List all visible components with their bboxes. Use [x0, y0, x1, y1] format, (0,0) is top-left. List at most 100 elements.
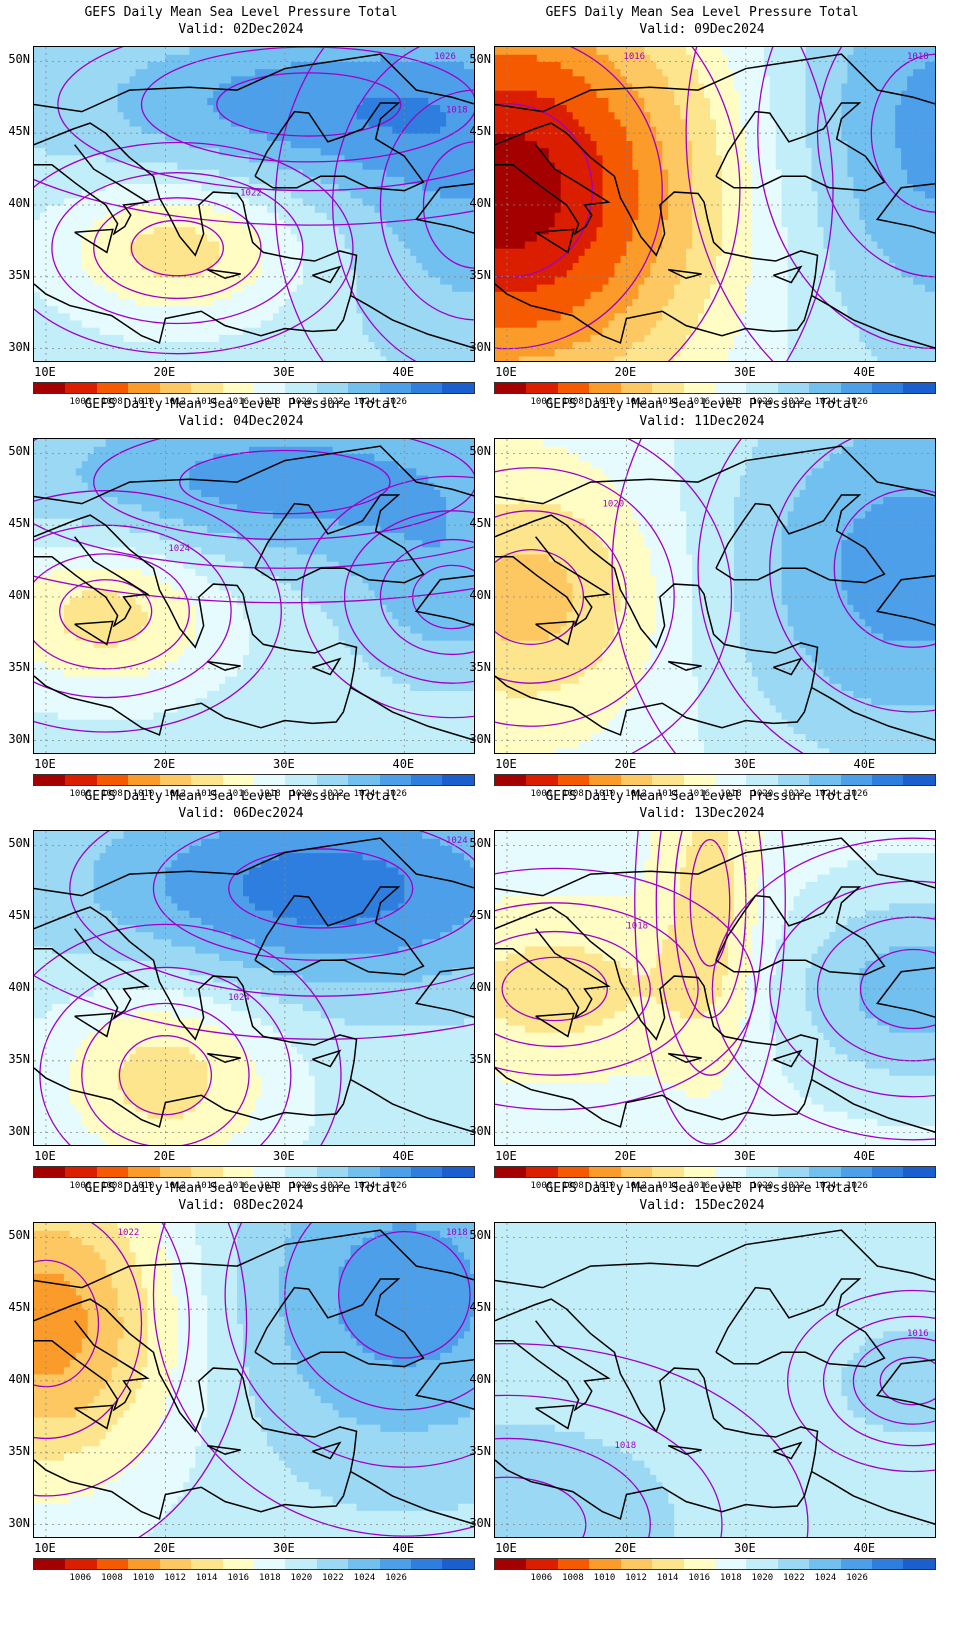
lat-tick-label: 40N — [0, 588, 30, 602]
colorbar-swatch — [589, 1167, 621, 1177]
lon-tick-label: 20E — [605, 1541, 645, 1555]
coastline — [34, 445, 474, 505]
colorbar-label: 1014 — [192, 1181, 222, 1191]
coastline — [350, 294, 474, 349]
lat-tick-label: 40N — [461, 1372, 491, 1386]
colorbar-swatch — [128, 775, 160, 785]
coastline — [74, 620, 114, 646]
colorbar-label: 1026 — [381, 1573, 411, 1583]
colorbar-label: 1010 — [590, 1573, 620, 1583]
colorbar-swatch — [442, 775, 474, 785]
colorbar-swatch — [652, 383, 684, 393]
colorbar-swatch — [809, 1559, 841, 1569]
panel-title: GEFS Daily Mean Sea Level Pressure Total — [461, 1180, 943, 1197]
colorbar-swatch — [526, 1167, 558, 1177]
coastline — [34, 1298, 358, 1520]
colorbar-label: 1018 — [255, 1181, 285, 1191]
colorbar-swatch — [96, 1559, 129, 1569]
isobar — [57, 47, 474, 192]
colorbar-swatch — [316, 383, 349, 393]
colorbar-label: 1014 — [192, 789, 222, 799]
colorbar-swatch — [128, 383, 160, 393]
contour-label: 1018 — [907, 52, 929, 62]
colorbar-swatch — [872, 383, 904, 393]
colorbar-label: 1010 — [590, 789, 620, 799]
colorbar-label: 1018 — [255, 1573, 285, 1583]
colorbar-swatch — [316, 1559, 349, 1569]
colorbar-label: 1018 — [716, 1573, 746, 1583]
valid-date: Valid: 02Dec2024 — [0, 21, 482, 38]
colorbar-label: 1020 — [286, 1181, 316, 1191]
colorbar-label: 1018 — [716, 1181, 746, 1191]
lat-tick-label: 50N — [0, 1228, 30, 1242]
coastline — [312, 1441, 342, 1460]
colorbar-label: 1024 — [811, 789, 841, 799]
isobar — [667, 47, 741, 361]
colorbar-swatch — [746, 1167, 778, 1177]
colorbar-label: 1020 — [747, 397, 777, 407]
lat-tick-label: 35N — [461, 268, 491, 282]
isobar — [495, 548, 585, 646]
map-panel: GEFS Daily Mean Sea Level Pressure Total… — [0, 784, 482, 1194]
coastline — [535, 1404, 575, 1430]
colorbar-label: 1020 — [286, 397, 316, 407]
colorbar-swatch — [222, 775, 254, 785]
isobar — [93, 197, 262, 300]
isobar — [785, 47, 834, 361]
colorbar-label: 1014 — [192, 397, 222, 407]
coastline — [495, 1229, 935, 1289]
map-panel: GEFS Daily Mean Sea Level Pressure Total… — [0, 1176, 482, 1586]
lon-tick-label: 10E — [486, 1149, 526, 1163]
isobar — [34, 178, 474, 226]
colorbar-label: 1010 — [129, 397, 159, 407]
lat-tick-label: 35N — [0, 268, 30, 282]
isobar — [379, 538, 474, 656]
colorbar-swatch — [589, 775, 621, 785]
colorbar-swatch — [411, 1559, 443, 1569]
colorbar — [494, 382, 936, 394]
coastline — [350, 1078, 474, 1133]
colorbar-label: 1010 — [129, 789, 159, 799]
lat-tick-label: 50N — [0, 836, 30, 850]
isobar — [852, 1337, 935, 1425]
isobar — [634, 831, 786, 1145]
colorbar-label: 1020 — [286, 1573, 316, 1583]
colorbar-swatch — [903, 383, 935, 393]
panel-title: GEFS Daily Mean Sea Level Pressure Total — [0, 1180, 482, 1197]
colorbar-label: 1006 — [65, 1573, 95, 1583]
colorbar-swatch — [777, 775, 810, 785]
colorbar-swatch — [442, 1559, 474, 1569]
colorbar-label: 1018 — [255, 397, 285, 407]
coastline — [875, 182, 935, 234]
colorbar-swatch — [159, 1167, 192, 1177]
colorbar-swatch — [65, 1559, 97, 1569]
isobar — [769, 439, 935, 713]
colorbar-label: 1006 — [526, 397, 556, 407]
lat-tick-label: 30N — [461, 1516, 491, 1530]
lon-tick-label: 10E — [25, 1541, 65, 1555]
coastline — [667, 660, 702, 672]
colorbar-label: 1022 — [779, 1181, 809, 1191]
lon-tick-label: 40E — [383, 757, 423, 771]
colorbar-label: 1016 — [223, 397, 253, 407]
lat-tick-label: 45N — [461, 516, 491, 530]
lat-tick-label: 50N — [0, 444, 30, 458]
lat-tick-label: 30N — [461, 340, 491, 354]
colorbar-swatch — [442, 1167, 474, 1177]
isobar — [34, 141, 354, 355]
isobar — [343, 510, 474, 684]
lon-tick-label: 20E — [144, 365, 184, 379]
contour-label: 1022 — [118, 1228, 140, 1238]
colorbar-label: 1022 — [779, 1573, 809, 1583]
lat-tick-label: 50N — [461, 444, 491, 458]
isobar — [34, 974, 474, 1040]
coastline — [312, 265, 342, 284]
panel-title: GEFS Daily Mean Sea Level Pressure Total — [461, 788, 943, 805]
pressure-map: 1016 1018 — [494, 46, 936, 362]
lat-tick-label: 45N — [0, 516, 30, 530]
colorbar-label: 1014 — [653, 1573, 683, 1583]
isobar — [689, 838, 731, 967]
coastline — [495, 53, 935, 113]
lat-tick-label: 35N — [461, 660, 491, 674]
isobar — [627, 439, 733, 753]
